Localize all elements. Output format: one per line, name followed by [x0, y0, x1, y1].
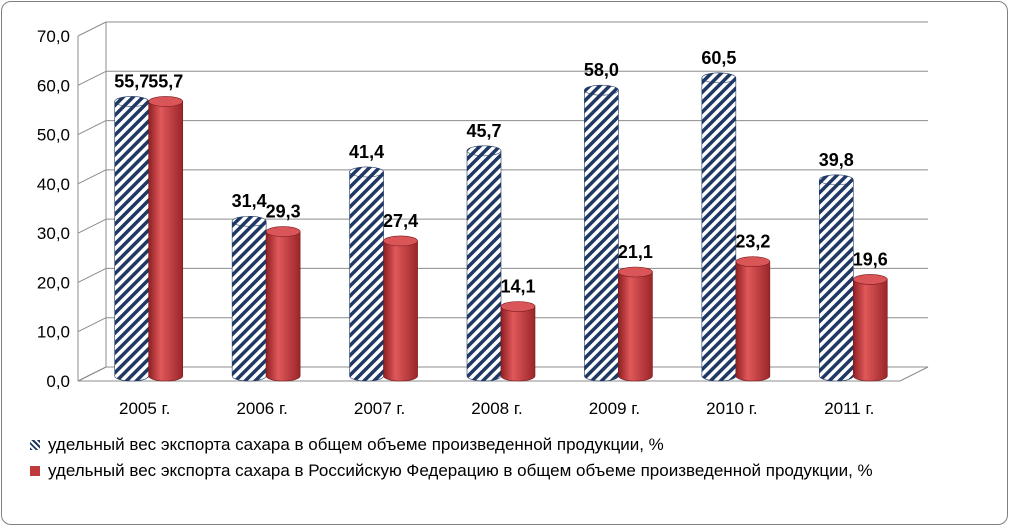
bar-2-6	[735, 256, 771, 382]
bar-2-4	[500, 301, 536, 382]
y-tick-label: 20,0	[37, 273, 70, 292]
gridline-depth	[77, 70, 107, 86]
y-tick-label: 10,0	[37, 323, 70, 342]
data-label: 60,5	[701, 48, 736, 68]
bar-2-5	[618, 266, 653, 382]
x-tick-label: 2007 г.	[354, 399, 405, 418]
bar-2-3	[383, 235, 418, 382]
bar-1-7	[818, 174, 854, 382]
gridline-depth	[77, 21, 107, 37]
data-label: 19,6	[853, 249, 888, 269]
bar-1-4	[466, 145, 502, 382]
x-tick-label: 2005 г.	[119, 399, 170, 418]
data-label: 39,8	[819, 150, 854, 170]
x-tick-label: 2011 г.	[824, 399, 874, 418]
gridline-depth	[77, 317, 107, 333]
gridline-depth	[77, 267, 107, 283]
axes	[77, 22, 929, 382]
y-tick-label: 40,0	[37, 175, 70, 194]
bar-2-1	[148, 96, 184, 382]
gridline-depth	[77, 218, 107, 234]
bar-1-5	[584, 84, 619, 382]
floor	[77, 366, 929, 382]
y-tick-label: 50,0	[37, 126, 70, 145]
data-label: 31,4	[232, 191, 267, 211]
x-tick-label: 2008 г.	[471, 399, 522, 418]
legend-label-series-1: удельный вес экспорта сахара в общем объ…	[48, 435, 664, 454]
data-label: 21,1	[618, 242, 653, 262]
bar-2-2	[265, 226, 301, 382]
y-tick-label: 60,0	[37, 76, 70, 95]
x-tick-label: 2010 г.	[706, 399, 757, 418]
legend-item-series-2: удельный вес экспорта сахара в Российску…	[30, 458, 873, 484]
data-label: 55,7	[114, 71, 149, 91]
data-label: 23,2	[735, 232, 770, 252]
data-label: 45,7	[466, 121, 501, 141]
labels: 0,0 10,0 20,0 30,0 40,0 50,0 60,0 70,0 55,755,7 2…	[37, 27, 888, 418]
data-label: 55,7	[148, 71, 183, 91]
bar-1-6	[701, 72, 737, 382]
bar-1-2	[231, 215, 267, 382]
bar-2-7	[852, 274, 888, 382]
y-tick-label: 0,0	[46, 372, 70, 391]
data-label: 41,4	[349, 142, 384, 162]
gridline-depth	[77, 169, 107, 185]
legend-swatch-solid	[30, 466, 40, 476]
legend-item-series-1: удельный вес экспорта сахара в общем объ…	[30, 432, 873, 458]
y-tick-label: 30,0	[37, 224, 70, 243]
bar-1-3	[349, 166, 384, 382]
x-tick-label: 2006 г.	[236, 399, 287, 418]
data-label: 29,3	[266, 202, 301, 222]
legend-swatch-hatched	[30, 440, 40, 450]
bar-1-1	[114, 96, 150, 382]
legend: удельный вес экспорта сахара в общем объ…	[30, 432, 873, 484]
data-label: 14,1	[500, 277, 535, 297]
x-tick-label: 2009 г.	[589, 399, 640, 418]
legend-label-series-2: удельный вес экспорта сахара в Российску…	[48, 461, 873, 480]
y-tick-label: 70,0	[37, 27, 70, 46]
bars	[114, 72, 888, 382]
gridline-depth	[77, 120, 107, 136]
data-label: 58,0	[584, 60, 619, 80]
data-label: 27,4	[383, 211, 418, 231]
